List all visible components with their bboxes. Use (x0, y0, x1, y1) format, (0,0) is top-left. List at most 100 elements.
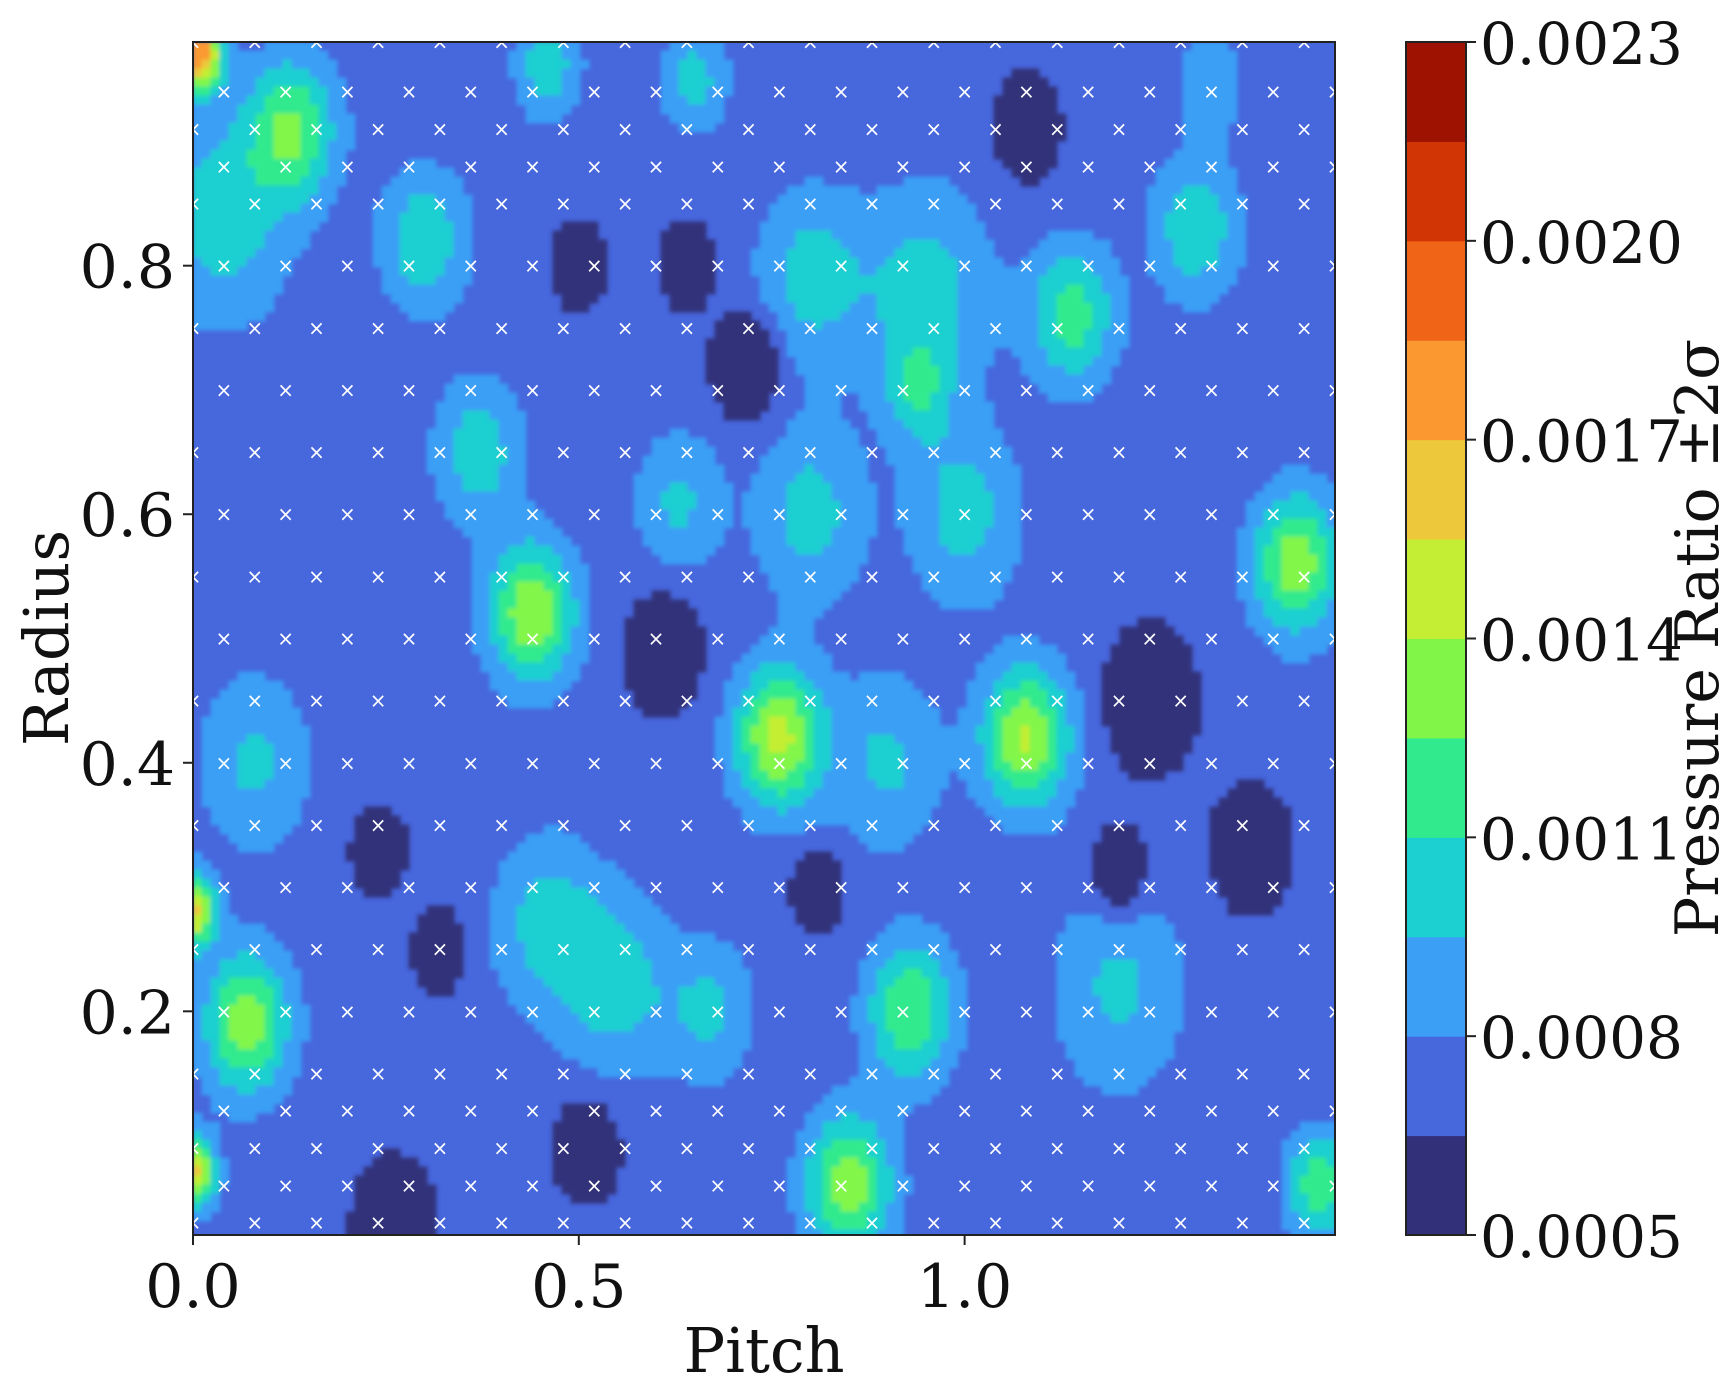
contour-cell (840, 275, 851, 286)
contour-cell (516, 860, 527, 871)
contour-cell (552, 878, 563, 889)
contour-cell (786, 311, 797, 322)
contour-cell (435, 419, 446, 430)
contour-cell (516, 86, 527, 97)
contour-cell (750, 338, 761, 349)
contour-cell (795, 878, 806, 889)
contour-cell (804, 212, 815, 223)
contour-cell (552, 95, 563, 106)
contour-cell (282, 689, 293, 700)
contour-cell (1047, 275, 1058, 286)
contour-cell (516, 42, 527, 52)
contour-cell (426, 428, 437, 439)
contour-cell (957, 275, 968, 286)
contour-cell (795, 761, 806, 772)
contour-cell (813, 473, 824, 484)
contour-cell (1281, 509, 1292, 520)
contour-cell (1137, 680, 1148, 691)
contour-cell (453, 257, 464, 268)
contour-cell (363, 869, 374, 880)
contour-cell (1317, 509, 1328, 520)
contour-cell (984, 302, 995, 313)
contour-cell (822, 482, 833, 493)
contour-cell (228, 824, 239, 835)
contour-cell (741, 365, 752, 376)
contour-cell (228, 788, 239, 799)
contour-cell (193, 914, 203, 925)
contour-cell (255, 797, 266, 808)
contour-cell (1056, 752, 1067, 763)
contour-cell (246, 923, 257, 934)
contour-cell (1182, 248, 1193, 259)
contour-cell (246, 671, 257, 682)
contour-cell (1236, 239, 1247, 250)
contour-cell (1011, 671, 1022, 682)
contour-cell (651, 923, 662, 934)
contour-cell (984, 320, 995, 331)
contour-cell (921, 734, 932, 745)
contour-cell (903, 275, 914, 286)
contour-cell (381, 230, 392, 241)
contour-cell (1227, 203, 1238, 214)
contour-cell (1182, 734, 1193, 745)
contour-cell (813, 275, 824, 286)
contour-cell (1002, 122, 1013, 133)
contour-cell (948, 500, 959, 511)
contour-cell (930, 293, 941, 304)
contour-cell (867, 833, 878, 844)
contour-cell (1227, 257, 1238, 268)
contour-cell (193, 68, 203, 79)
contour-cell (1326, 554, 1335, 565)
contour-cell (300, 212, 311, 223)
contour-cell (579, 275, 590, 286)
contour-cell (813, 779, 824, 790)
contour-cell (543, 824, 554, 835)
contour-cell (1065, 293, 1076, 304)
contour-cell (768, 698, 779, 709)
contour-cell (921, 761, 932, 772)
contour-cell (300, 122, 311, 133)
contour-cell (930, 491, 941, 502)
contour-cell (957, 311, 968, 322)
contour-cell (876, 815, 887, 826)
contour-cell (444, 914, 455, 925)
contour-cell (1038, 374, 1049, 385)
contour-cell (273, 221, 284, 232)
contour-cell (1146, 707, 1157, 718)
contour-cell (1038, 806, 1049, 817)
contour-cell (813, 806, 824, 817)
contour-cell (435, 248, 446, 259)
contour-cell (1011, 68, 1022, 79)
contour-cell (939, 248, 950, 259)
contour-cell (984, 248, 995, 259)
contour-cell (372, 203, 383, 214)
contour-cell (741, 329, 752, 340)
contour-cell (1164, 626, 1175, 637)
contour-cell (633, 905, 644, 916)
contour-cell (948, 464, 959, 475)
contour-cell (885, 428, 896, 439)
contour-cell (1056, 761, 1067, 772)
contour-cell (1020, 347, 1031, 358)
contour-cell (561, 626, 572, 637)
contour-cell (903, 302, 914, 313)
contour-cell (777, 266, 788, 277)
contour-cell (498, 644, 509, 655)
contour-cell (876, 716, 887, 727)
contour-cell (993, 752, 1004, 763)
contour-cell (1218, 68, 1229, 79)
contour-cell (633, 662, 644, 673)
contour-cell (750, 653, 761, 664)
contour-cell (1146, 770, 1157, 781)
contour-cell (1047, 653, 1058, 664)
contour-cell (696, 653, 707, 664)
contour-cell (193, 248, 203, 259)
contour-cell (660, 599, 671, 610)
contour-cell (534, 572, 545, 583)
contour-cell (552, 590, 563, 601)
contour-cell (507, 536, 518, 547)
contour-cell (1083, 329, 1094, 340)
contour-cell (840, 536, 851, 547)
contour-cell (876, 320, 887, 331)
contour-cell (912, 689, 923, 700)
